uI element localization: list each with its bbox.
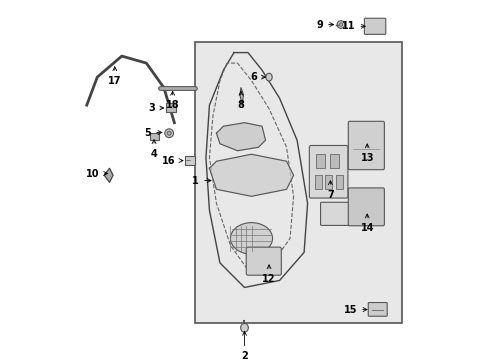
Text: 13: 13 [360, 144, 373, 163]
Polygon shape [209, 154, 293, 196]
Text: 10: 10 [85, 168, 107, 179]
Text: 3: 3 [148, 103, 163, 113]
FancyBboxPatch shape [364, 18, 385, 34]
Text: 7: 7 [326, 181, 333, 200]
Text: 5: 5 [144, 127, 162, 138]
Bar [165, 103, 176, 112]
Ellipse shape [167, 131, 171, 135]
FancyBboxPatch shape [367, 302, 386, 316]
Text: 18: 18 [165, 91, 179, 110]
Text: 2: 2 [241, 332, 247, 360]
Ellipse shape [164, 129, 173, 138]
Text: 14: 14 [360, 214, 373, 233]
FancyBboxPatch shape [309, 145, 347, 198]
Text: 16: 16 [162, 156, 183, 166]
Text: 1: 1 [192, 176, 210, 185]
Text: 11: 11 [341, 21, 365, 31]
Bar [314, 175, 321, 189]
Bar [325, 175, 331, 189]
Ellipse shape [230, 222, 272, 254]
Bar [184, 156, 194, 165]
Bar [330, 154, 339, 168]
Ellipse shape [240, 323, 248, 332]
Bar [316, 154, 325, 168]
Polygon shape [216, 123, 265, 151]
FancyBboxPatch shape [347, 188, 384, 226]
Bar [335, 175, 342, 189]
Ellipse shape [336, 21, 344, 28]
FancyBboxPatch shape [347, 121, 384, 170]
FancyBboxPatch shape [246, 247, 281, 275]
Text: 6: 6 [249, 72, 265, 82]
Text: 4: 4 [150, 140, 157, 159]
Polygon shape [240, 87, 243, 105]
Text: 8: 8 [237, 91, 244, 110]
Ellipse shape [265, 73, 272, 81]
FancyBboxPatch shape [320, 202, 348, 225]
Text: 15: 15 [343, 305, 366, 315]
Text: 9: 9 [316, 19, 333, 30]
Text: 17: 17 [108, 67, 122, 86]
Bar [149, 133, 158, 140]
Ellipse shape [339, 23, 342, 26]
Text: 12: 12 [262, 265, 275, 284]
Polygon shape [104, 168, 113, 182]
Bar [195, 42, 402, 323]
